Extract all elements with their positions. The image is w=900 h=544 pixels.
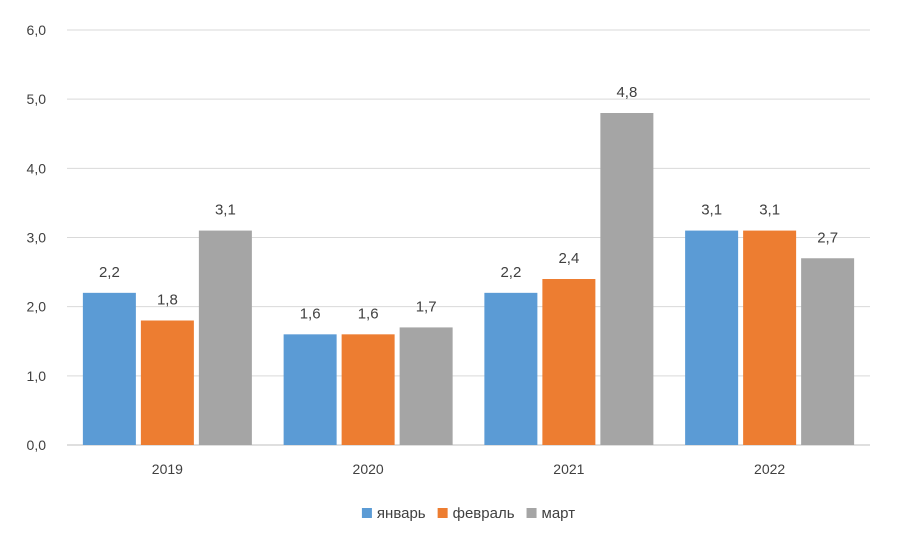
x-tick-label: 2019 bbox=[152, 461, 183, 477]
legend-label: февраль bbox=[453, 505, 515, 522]
data-label: 3,1 bbox=[701, 202, 722, 219]
data-label: 1,8 bbox=[157, 292, 178, 309]
legend-swatch-февраль bbox=[437, 508, 448, 518]
bar-февраль-2020 bbox=[341, 334, 395, 445]
bar-март-2019 bbox=[198, 230, 252, 445]
bar-январь-2020 bbox=[283, 334, 337, 445]
bar-февраль-2021 bbox=[542, 279, 596, 445]
legend: январь февраль март bbox=[361, 505, 576, 522]
bar-март-2022 bbox=[801, 258, 855, 445]
x-tick-label: 2021 bbox=[553, 461, 584, 477]
data-label: 2,2 bbox=[99, 264, 120, 281]
data-label: 1,7 bbox=[416, 298, 437, 315]
legend-swatch-март bbox=[526, 508, 537, 518]
bar-январь-2021 bbox=[484, 292, 538, 445]
y-tick-label: 1,0 bbox=[27, 368, 47, 384]
bar-февраль-2019 bbox=[140, 320, 194, 445]
legend-label: март bbox=[542, 505, 576, 522]
bar-март-2020 bbox=[399, 327, 453, 445]
x-tick-label: 2020 bbox=[353, 461, 384, 477]
y-tick-label: 4,0 bbox=[27, 160, 47, 176]
data-label: 3,1 bbox=[215, 202, 236, 219]
y-tick-label: 3,0 bbox=[27, 230, 47, 246]
data-label: 1,6 bbox=[300, 305, 321, 322]
y-tick-label: 0,0 bbox=[27, 437, 47, 453]
bar-февраль-2022 bbox=[743, 230, 797, 445]
legend-swatch-январь bbox=[361, 508, 372, 518]
bars bbox=[82, 113, 855, 445]
y-axis-ticks: 0,0 1,0 2,0 3,0 4,0 5,0 6,0 bbox=[27, 22, 47, 453]
y-tick-label: 5,0 bbox=[27, 91, 47, 107]
data-label: 3,1 bbox=[759, 202, 780, 219]
x-axis-ticks: 2019 2020 2021 2022 bbox=[152, 461, 786, 477]
data-label: 4,8 bbox=[616, 84, 637, 101]
x-tick-label: 2022 bbox=[754, 461, 785, 477]
bar-январь-2019 bbox=[82, 292, 136, 445]
data-labels: 2,2 1,8 3,1 1,6 1,6 1,7 2,2 2,4 4,8 3,1 3,1 2,7 bbox=[99, 84, 838, 322]
data-label: 2,7 bbox=[817, 229, 838, 246]
data-label: 1,6 bbox=[358, 305, 379, 322]
bar-январь-2022 bbox=[685, 230, 739, 445]
data-label: 2,2 bbox=[500, 264, 521, 281]
y-tick-label: 2,0 bbox=[27, 299, 47, 315]
legend-label: январь bbox=[377, 505, 426, 522]
data-label: 2,4 bbox=[558, 250, 579, 267]
bar-март-2021 bbox=[600, 113, 654, 445]
y-tick-label: 6,0 bbox=[27, 22, 47, 38]
